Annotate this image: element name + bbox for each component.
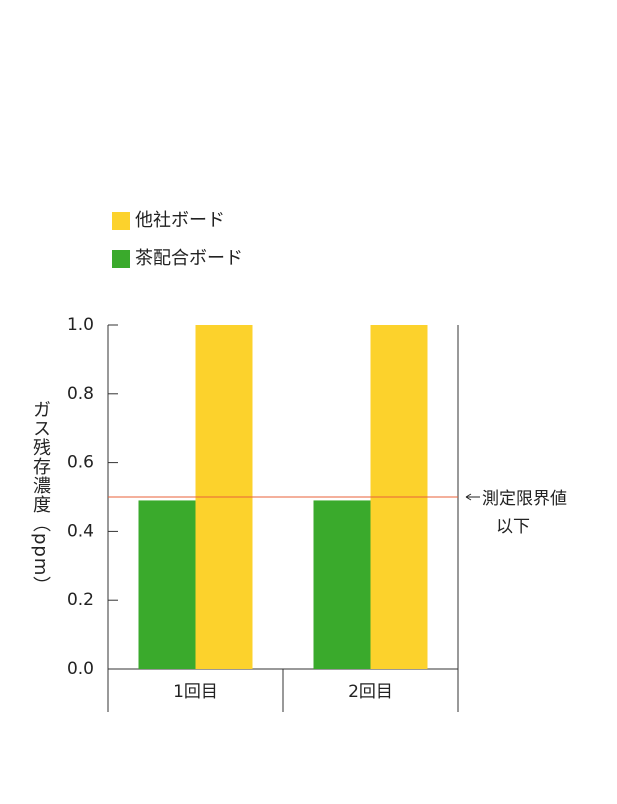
y-tick-label: 0.6	[67, 453, 94, 473]
y-tick-label: 0.2	[67, 590, 94, 610]
reference-arrow	[465, 493, 480, 501]
x-tick-label: 2回目	[348, 682, 393, 702]
x-tick-label: 1回目	[173, 682, 218, 702]
y-tick-label: 0.4	[67, 521, 94, 541]
y-tick-label: 1.0	[67, 315, 94, 335]
reference-label: 測定限界値	[482, 489, 567, 509]
legend-label: 茶配合ボード	[135, 248, 243, 269]
y-tick-label: 0.0	[67, 659, 94, 679]
y-axis-label: ガス残存濃度（ppm）	[30, 400, 51, 596]
reference-label: 以下	[496, 517, 530, 537]
legend-swatch	[112, 212, 130, 230]
bar	[138, 500, 196, 669]
legend-label: 他社ボード	[135, 210, 225, 231]
y-tick-label: 0.8	[67, 384, 94, 404]
bar	[313, 500, 371, 669]
legend-swatch	[112, 250, 130, 268]
